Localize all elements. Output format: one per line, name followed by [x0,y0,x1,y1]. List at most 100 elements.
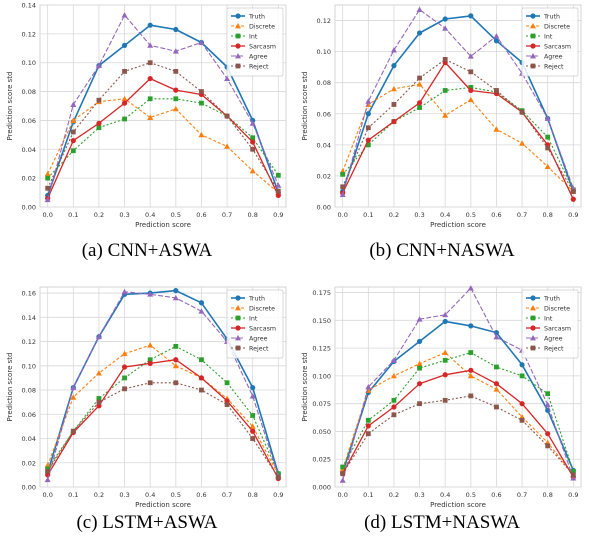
data-point-truth [250,385,256,391]
data-point-int [147,96,153,102]
y-tick-label: 0.04 [317,141,331,149]
data-point-reject [442,397,448,403]
data-point-reject [147,60,153,66]
legend-item-sarcasm: Sarcasm [231,43,276,50]
data-point-sarcasm [416,381,423,387]
data-point-reject [417,401,422,407]
chart-caption-d: (d) LSTM+NASWA [364,512,520,533]
legend-marker [235,53,241,59]
chart-panel-d: 0.000 0.025 0.050 0.075 0.100 0.125 0.150 0.175… [295,282,589,540]
data-point-agree [467,53,474,59]
data-point-reject [173,380,179,386]
data-point-reject [570,189,576,194]
x-axis-label: Prediction score [135,221,191,229]
data-point-agree [339,477,346,483]
data-point-discrete [95,370,102,376]
data-point-sarcasm [570,196,576,202]
data-point-reject [122,68,127,74]
data-point-sarcasm [147,75,153,82]
data-point-reject [494,404,499,410]
data-point-int [45,466,51,472]
data-point-reject [365,125,371,131]
legend-item-discrete: Discrete [231,305,275,312]
legend-marker [235,335,241,341]
y-tick-label: 0.06 [22,117,36,125]
data-point-discrete [493,386,500,392]
x-tick-label: 0.5 [466,491,476,499]
series-line-discrete [47,98,279,194]
data-point-agree [249,120,256,126]
data-point-discrete [249,167,256,174]
legend-label: Agree [544,53,563,60]
legend: Truth Discrete Int Sarcasm Agree Reject [521,7,579,77]
series-line-sarcasm [47,359,279,479]
data-point-agree [275,182,282,188]
data-point-agree [416,6,423,13]
data-point-discrete [44,462,51,468]
data-point-int [96,125,102,131]
data-point-agree [339,191,346,197]
data-point-reject [45,468,51,474]
data-point-discrete [198,131,205,138]
x-tick-label: 0.1 [68,491,78,499]
legend-label: Truth [543,295,560,302]
x-tick-label: 0.1 [363,491,373,499]
series-reject [45,380,281,480]
legend-item-reject: Reject [526,63,564,70]
data-point-sarcasm [468,87,474,94]
legend-marker [235,23,241,29]
data-point-reject [70,129,76,135]
data-point-int [494,364,499,370]
legend-marker [235,305,241,311]
legend-label: Sarcasm [544,43,571,50]
data-point-sarcasm [493,381,500,387]
x-tick-label: 0.5 [171,211,181,219]
data-point-int [147,357,153,363]
data-point-reject [494,88,499,93]
legend-box [521,7,579,77]
data-point-sarcasm [70,138,76,144]
y-tick-label: 0.175 [312,289,331,297]
series-line-int [47,98,279,179]
legend-marker [530,13,536,19]
series-reject [45,60,281,194]
data-point-discrete [70,394,77,400]
data-point-int [570,469,576,474]
chart-caption-a: (a) CNN+ASWA [81,240,213,261]
x-tick-label: 0.0 [338,491,348,499]
legend-label: Discrete [249,305,275,312]
series-line-discrete [342,83,574,192]
legend-label: Truth [543,13,560,20]
legend-marker [235,295,241,301]
data-point-truth [365,111,371,117]
legend-marker [530,345,536,351]
y-tick-label: 0.08 [22,88,36,96]
y-tick-label: 0.04 [22,435,36,443]
legend-item-int: Int [526,315,553,322]
legend-marker [530,23,536,29]
legend-label: Agree [249,53,268,60]
data-point-truth [442,16,448,22]
data-point-reject [199,89,204,94]
data-point-agree [44,476,51,483]
legend-item-discrete: Discrete [526,305,570,312]
data-point-discrete [121,350,128,357]
data-point-truth [442,318,448,325]
y-tick-label: 0.14 [22,2,36,10]
y-tick-label: 0.075 [312,400,331,408]
data-point-agree [365,98,372,104]
y-tick-label: 0.08 [317,79,331,87]
data-point-reject [45,185,51,191]
data-point-reject [340,184,346,190]
y-tick-label: 0.06 [22,411,36,419]
data-point-agree [544,401,551,408]
data-point-sarcasm [468,367,474,373]
data-point-int [122,375,127,381]
legend-item-agree: Agree [231,53,268,60]
data-point-discrete [390,85,397,92]
data-point-reject [199,387,204,393]
data-point-sarcasm [442,372,448,378]
legend-label: Reject [249,63,269,70]
y-tick-label: 0.10 [22,59,36,67]
data-point-agree [442,311,449,318]
